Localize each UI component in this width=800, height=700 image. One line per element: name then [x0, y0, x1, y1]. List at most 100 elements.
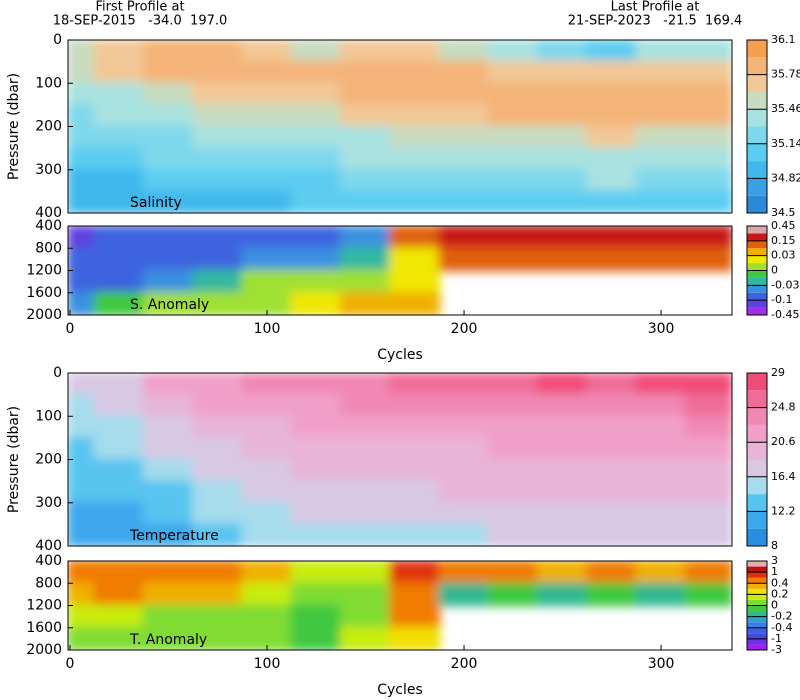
field-cell: [93, 168, 145, 193]
colorbar-band: [747, 583, 767, 589]
field-cell: [536, 501, 589, 526]
field-cell: [339, 291, 392, 315]
field-cell: [142, 291, 195, 315]
y-tick-label: 300: [35, 495, 62, 511]
x-tick-label: 200: [451, 321, 478, 337]
field-cell: [438, 168, 490, 193]
field-cell: [241, 269, 293, 294]
field-cell: [142, 458, 195, 483]
field-cell: [339, 626, 392, 650]
x-tick-label: 0: [66, 321, 75, 337]
field-cell: [68, 458, 96, 483]
field-cell: [68, 226, 96, 250]
field-cell: [586, 523, 638, 546]
field-cell: [389, 480, 441, 504]
colorbar-band: [747, 40, 767, 58]
field-cell: [684, 458, 732, 483]
field-cell: [68, 40, 96, 63]
colorbar-band: [747, 622, 767, 628]
field-cell: [290, 523, 342, 546]
field-cell: [241, 480, 293, 504]
field-cell: [536, 561, 589, 585]
field-cell: [586, 501, 638, 526]
field-cell: [487, 125, 539, 150]
field-cell: [93, 415, 145, 439]
colorbar-label: -1: [771, 632, 782, 645]
colorbar-band: [747, 277, 767, 286]
colorbar-label: 3: [771, 554, 778, 567]
colorbar-band: [747, 572, 767, 578]
field-cell: [192, 501, 244, 526]
field-cell: [93, 561, 145, 585]
field-cell: [586, 60, 638, 85]
field-cell: [192, 125, 244, 150]
field-cell: [487, 60, 539, 85]
field: [68, 561, 732, 650]
field-cell: [586, 393, 638, 418]
field-cell: [487, 226, 539, 250]
y-tick-label: 200: [35, 452, 62, 468]
field-cell: [586, 125, 638, 150]
colorbar-label: 36.1: [771, 33, 796, 46]
field-cell: [93, 373, 145, 396]
field-cell: [290, 436, 342, 461]
field-cell: [684, 582, 732, 607]
field-cell: [389, 291, 441, 315]
field-cell: [241, 458, 293, 483]
field-cell: [93, 604, 145, 629]
field-cell: [290, 147, 342, 171]
field-cell: [536, 82, 589, 106]
field-cell: [389, 436, 441, 461]
colorbar-band: [747, 263, 767, 271]
field-cell: [586, 226, 638, 250]
field-cell: [586, 190, 638, 213]
field-cell: [142, 626, 195, 650]
field-cell: [241, 604, 293, 629]
field-cell: [241, 501, 293, 526]
field-cell: [290, 226, 342, 250]
y-tick-label: 800: [35, 575, 62, 591]
colorbar-label: -0.4: [771, 621, 792, 634]
field-cell: [93, 269, 145, 294]
field-cell: [142, 226, 195, 250]
field-cell: [339, 269, 392, 294]
field-cell: [339, 247, 392, 272]
field-cell: [142, 436, 195, 461]
colorbar-band: [747, 255, 767, 264]
field-cell: [241, 168, 293, 193]
y-tick-label: 400: [35, 218, 62, 234]
field-cell: [142, 523, 195, 546]
field-cell: [241, 373, 293, 396]
field-cell: [635, 190, 687, 213]
field-cell: [241, 436, 293, 461]
colorbar-label: -0.1: [771, 293, 792, 306]
field-cell: [684, 247, 732, 272]
field-cell: [142, 393, 195, 418]
colorbar-label: 35.14: [771, 137, 800, 150]
colorbar-band: [747, 599, 767, 606]
y-tick-label: 400: [35, 553, 62, 569]
field-cell: [487, 103, 539, 128]
colorbar-band: [747, 494, 767, 512]
field-cell: [487, 373, 539, 396]
x-axis-label: Cycles: [377, 347, 423, 363]
field-cell: [192, 523, 244, 546]
field-cell: [389, 226, 441, 250]
field-cell: [192, 168, 244, 193]
field-cell: [68, 147, 96, 171]
field-cell: [536, 103, 589, 128]
y-tick-label: 1200: [26, 598, 62, 614]
colorbar-label: 0.45: [771, 219, 796, 232]
field-cell: [635, 168, 687, 193]
field-cell: [192, 40, 244, 63]
field-cell: [290, 501, 342, 526]
x-tick-label: 0: [66, 656, 75, 672]
field-cell: [586, 247, 638, 272]
field-cell: [389, 40, 441, 63]
field-cell: [487, 247, 539, 272]
field-cell: [142, 480, 195, 504]
field-cell: [487, 523, 539, 546]
field-cell: [68, 82, 96, 106]
colorbar-label: 1: [771, 565, 778, 578]
field: [68, 40, 732, 213]
